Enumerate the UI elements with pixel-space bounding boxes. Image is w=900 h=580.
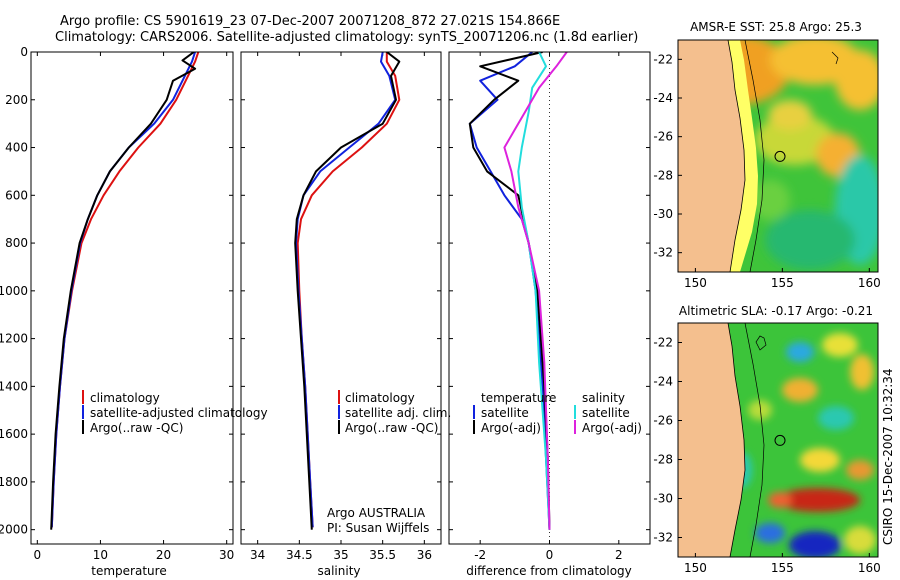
legend-label-argo: Argo(..raw -QC) [345, 421, 438, 435]
x-tick-label: 20 [156, 548, 171, 562]
temperature-legend: climatology satellite-adjusted climatolo… [82, 390, 268, 435]
map-x-tick-label: 150 [684, 561, 707, 575]
map-x-tick-label: 150 [684, 276, 707, 290]
difference-legend: temperature satellite Argo(-adj) salinit… [473, 391, 642, 435]
legend-label-temp-satellite: satellite [481, 406, 529, 420]
temperature-xlabel: temperature [91, 564, 166, 578]
map-x-tick-label: 160 [858, 276, 881, 290]
map-x-tick-label: 155 [771, 276, 794, 290]
x-tick-label: 10 [93, 548, 108, 562]
series-line-satellite-adj-clim- [295, 52, 397, 528]
difference-panel: -2 0 2 difference from climatology tempera… [448, 51, 651, 578]
sst-field [678, 40, 878, 272]
map-y-tick-label: -32 [653, 246, 673, 260]
series-line-argo-raw-qc- [294, 52, 401, 530]
sst-map: AMSR-E SST: 25.8 Argo: 25.3 150 155 160 -22… [653, 20, 881, 290]
x-tick-label: 34.5 [286, 548, 313, 562]
series-line-argo-raw-qc- [50, 52, 197, 530]
legend-label-satellite-adj: satellite adj. clim. [345, 406, 451, 420]
map-y-tick-label: -32 [653, 531, 673, 545]
x-tick-label: 0 [33, 548, 41, 562]
y-tick-label: 1600 [0, 427, 28, 441]
y-tick-label: 400 [5, 141, 28, 155]
sst-map-title: AMSR-E SST: 25.8 Argo: 25.3 [690, 20, 862, 34]
series-line-satellite-adjusted-climatology [50, 52, 197, 528]
legend-label-temp-argo: Argo(-adj) [481, 421, 541, 435]
x-tick-label: -2 [474, 548, 486, 562]
salinity-legend: climatology satellite adj. clim. Argo(..… [338, 390, 451, 435]
x-tick-label: 34 [250, 548, 265, 562]
csiro-timestamp: CSIRO 15-Dec-2007 10:32:34 [881, 368, 895, 545]
legend-label-sal-satellite: satellite [582, 406, 630, 420]
y-tick-label: 1200 [0, 332, 28, 346]
map-y-tick-label: -22 [653, 336, 673, 350]
legend-label-argo: Argo(..raw -QC) [90, 421, 183, 435]
sla-map-title: Altimetric SLA: -0.17 Argo: -0.21 [679, 304, 873, 318]
y-tick-label: 2000 [0, 523, 28, 537]
title-line-2: Climatology: CARS2006. Satellite-adjuste… [55, 30, 638, 45]
y-tick-label: 1400 [0, 379, 28, 393]
map-y-tick-label: -26 [653, 130, 673, 144]
y-tick-label: 200 [5, 93, 28, 107]
argo-annotation-2: PI: Susan Wijffels [327, 521, 429, 535]
salinity-panel: 34 34.5 35 35.5 36 salinity climatology sate… [240, 51, 451, 578]
series-line-salinity-satellite [517, 52, 551, 530]
legend-heading-salinity: salinity [582, 391, 625, 405]
y-tick-label: 600 [5, 188, 28, 202]
legend-heading-temperature: temperature [481, 391, 556, 405]
difference-xlabel: difference from climatology [466, 564, 632, 578]
sla-map: Altimetric SLA: -0.17 Argo: -0.21 [653, 304, 880, 575]
series-line-climatology [50, 52, 200, 528]
x-tick-label: 30 [219, 548, 234, 562]
map-y-tick-label: -30 [653, 492, 673, 506]
series-line-temperature-satellite [468, 52, 551, 530]
map-x-tick-label: 155 [771, 561, 794, 575]
title-line-1: Argo profile: CS 5901619_23 07-Dec-2007 … [60, 14, 560, 29]
sla-field [678, 323, 878, 557]
map-y-tick-label: -22 [653, 52, 673, 66]
x-tick-label: 36 [417, 548, 432, 562]
series-line-salinity-argo-adj- [503, 52, 568, 530]
map-y-tick-label: -24 [653, 375, 673, 389]
map-y-tick-label: -24 [653, 91, 673, 105]
map-y-tick-label: -26 [653, 414, 673, 428]
sst-float-marker [774, 150, 786, 162]
legend-label-satellite-adjusted: satellite-adjusted climatology [90, 406, 268, 420]
series-line-temperature-argo-adj- [468, 52, 551, 530]
y-tick-label: 0 [20, 45, 28, 59]
x-tick-label: 0 [546, 548, 554, 562]
x-tick-label: 35 [333, 548, 348, 562]
y-tick-label: 1000 [0, 284, 28, 298]
legend-label-climatology: climatology [345, 391, 415, 405]
map-y-tick-label: -30 [653, 207, 673, 221]
map-x-tick-label: 160 [858, 561, 881, 575]
x-tick-label: 2 [615, 548, 623, 562]
map-y-tick-label: -28 [653, 168, 673, 182]
y-tick-label: 800 [5, 236, 28, 250]
x-tick-label: 35.5 [369, 548, 396, 562]
temperature-panel: 0 200 400 600 800 1000 1200 1400 1600 1800 2000 0 10… [0, 45, 268, 578]
legend-label-climatology: climatology [90, 391, 160, 405]
y-tick-label: 1800 [0, 475, 28, 489]
map-y-tick-label: -28 [653, 453, 673, 467]
salinity-xlabel: salinity [317, 564, 360, 578]
legend-label-sal-argo: Argo(-adj) [582, 421, 642, 435]
sla-float-marker [774, 434, 786, 446]
argo-annotation-1: Argo AUSTRALIA [327, 506, 426, 520]
